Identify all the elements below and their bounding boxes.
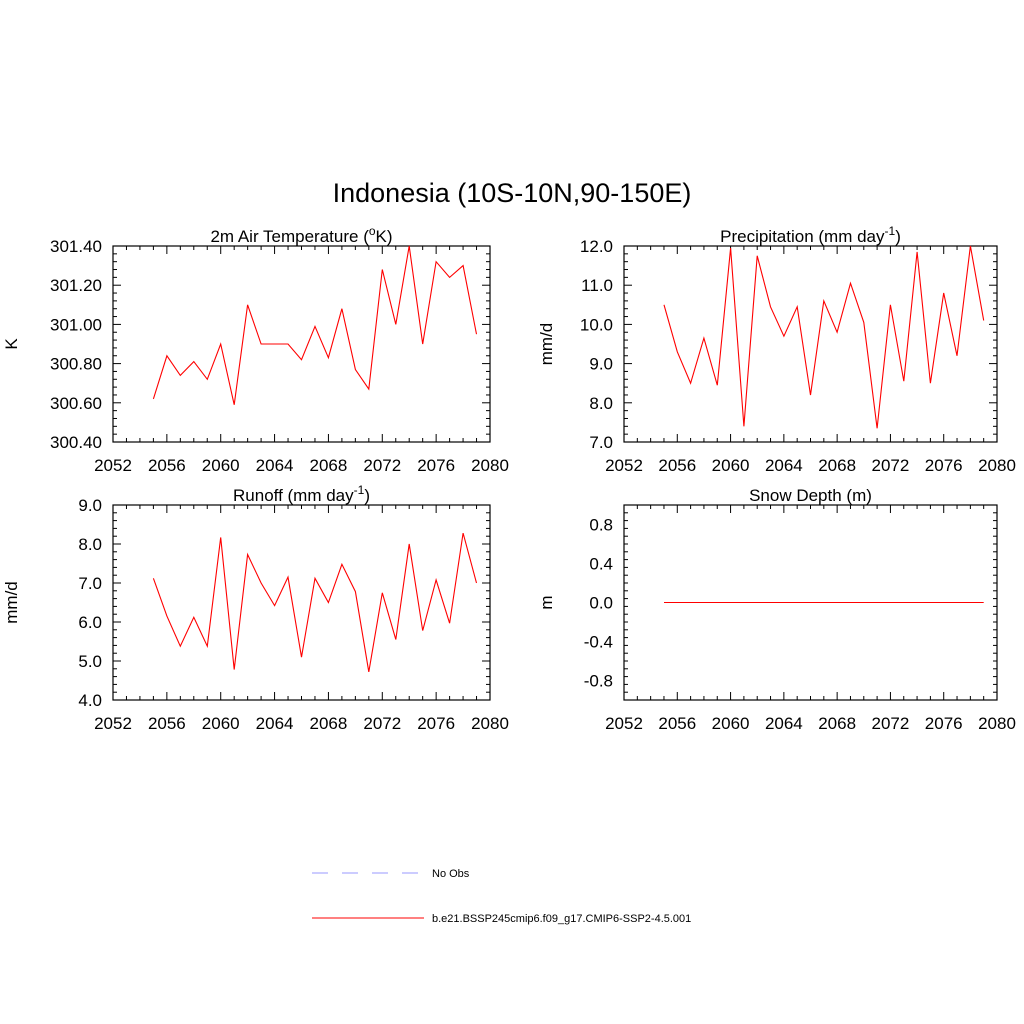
x-tick-label: 2076 xyxy=(417,714,455,733)
x-tick-label: 2064 xyxy=(765,714,803,733)
x-tick-label: 2080 xyxy=(471,456,509,475)
x-tick-label: 2080 xyxy=(978,456,1016,475)
x-tick-label: 2072 xyxy=(363,714,401,733)
y-tick-label: 300.40 xyxy=(50,433,102,452)
x-tick-label: 2052 xyxy=(605,714,643,733)
panel-title: Runoff (mm day-1) xyxy=(233,483,370,505)
x-tick-label: 2076 xyxy=(925,714,963,733)
air-temperature-chart: 2m Air Temperature (oK) K 2052 2056 2060 2064… xyxy=(2,224,509,475)
y-axis-label: mm/d xyxy=(2,581,21,624)
x-tick-label: 2056 xyxy=(658,714,696,733)
panel-title: Snow Depth (m) xyxy=(749,486,872,505)
legend: No Obs b.e21.BSSP245cmip6.f09_g17.CMIP6-S… xyxy=(312,868,691,925)
y-tick-label: 6.0 xyxy=(78,613,102,632)
x-tick-label: 2056 xyxy=(148,456,186,475)
y-tick-label: 0.0 xyxy=(589,594,613,613)
runoff-chart: Runoff (mm day-1) mm/d 2052 2056 2060 2064 206… xyxy=(2,483,509,733)
y-tick-label: -0.8 xyxy=(584,672,613,691)
y-tick-label: 4.0 xyxy=(78,691,102,710)
y-tick-label: 301.00 xyxy=(50,315,102,334)
x-tick-label: 2052 xyxy=(605,456,643,475)
y-tick-label: 9.0 xyxy=(589,355,613,374)
y-tick-label: 7.0 xyxy=(589,433,613,452)
x-tick-label: 2060 xyxy=(202,714,240,733)
x-tick-label: 2072 xyxy=(872,714,910,733)
legend-entry-model: b.e21.BSSP245cmip6.f09_g17.CMIP6-SSP2-4.… xyxy=(312,913,691,925)
chart-panels: 2m Air Temperature (oK) K 2052 2056 2060 2064… xyxy=(2,224,1016,733)
y-axis-label: mm/d xyxy=(537,323,556,366)
y-tick-label: 8.0 xyxy=(589,394,613,413)
snow-depth-chart: Snow Depth (m) m 2052 2056 2060 2064 2068 2072 2… xyxy=(537,486,1016,733)
y-tick-label: 300.80 xyxy=(50,355,102,374)
legend-label: b.e21.BSSP245cmip6.f09_g17.CMIP6-SSP2-4.… xyxy=(432,913,691,925)
x-tick-label: 2056 xyxy=(148,714,186,733)
x-tick-label: 2056 xyxy=(658,456,696,475)
x-tick-label: 2060 xyxy=(712,714,750,733)
y-tick-label: 9.0 xyxy=(78,496,102,515)
legend-label: No Obs xyxy=(432,868,470,880)
series-line xyxy=(152,532,478,672)
y-tick-label: 12.0 xyxy=(580,237,613,256)
y-tick-label: 0.8 xyxy=(589,516,613,535)
y-tick-label: 301.20 xyxy=(50,276,102,295)
x-tick-label: 2076 xyxy=(417,456,455,475)
panel-title: Precipitation (mm day-1) xyxy=(720,224,901,246)
x-tick-label: 2052 xyxy=(94,456,132,475)
y-axis-label: m xyxy=(537,595,556,609)
x-tick-label: 2076 xyxy=(925,456,963,475)
y-tick-label: 301.40 xyxy=(50,237,102,256)
figure-title: Indonesia (10S-10N,90-150E) xyxy=(333,178,692,208)
x-tick-label: 2068 xyxy=(310,714,348,733)
y-tick-label: -0.4 xyxy=(584,633,613,652)
x-tick-label: 2080 xyxy=(978,714,1016,733)
x-tick-label: 2072 xyxy=(363,456,401,475)
x-tick-label: 2060 xyxy=(202,456,240,475)
y-tick-label: 10.0 xyxy=(580,315,613,334)
x-tick-label: 2064 xyxy=(256,456,294,475)
series-line xyxy=(152,245,478,405)
y-tick-label: 0.4 xyxy=(589,555,613,574)
y-tick-label: 8.0 xyxy=(78,535,102,554)
x-tick-label: 2068 xyxy=(310,456,348,475)
x-tick-label: 2068 xyxy=(818,714,856,733)
plot-frame xyxy=(112,504,491,701)
y-tick-label: 5.0 xyxy=(78,652,102,671)
x-tick-label: 2052 xyxy=(94,714,132,733)
plot-frame xyxy=(623,245,998,443)
x-tick-label: 2064 xyxy=(256,714,294,733)
x-tick-label: 2072 xyxy=(872,456,910,475)
legend-entry-no-obs: No Obs xyxy=(312,868,470,880)
x-tick-label: 2080 xyxy=(471,714,509,733)
x-tick-label: 2064 xyxy=(765,456,803,475)
x-tick-label: 2068 xyxy=(818,456,856,475)
panel-title: 2m Air Temperature (oK) xyxy=(210,224,392,246)
x-tick-label: 2060 xyxy=(712,456,750,475)
series-line xyxy=(663,245,985,429)
y-tick-label: 11.0 xyxy=(581,276,613,295)
y-tick-label: 7.0 xyxy=(78,574,102,593)
y-axis-label: K xyxy=(2,338,21,350)
y-tick-label: 300.60 xyxy=(50,394,102,413)
precipitation-chart: Precipitation (mm day-1) mm/d 2052 2056 2060… xyxy=(537,224,1016,475)
